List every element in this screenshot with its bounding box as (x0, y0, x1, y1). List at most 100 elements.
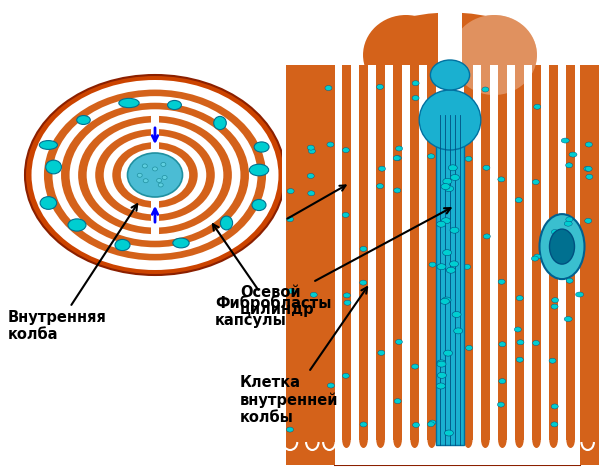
Text: Клетка
внутренней
колбы: Клетка внутренней колбы (240, 287, 367, 426)
Ellipse shape (431, 60, 470, 90)
Ellipse shape (498, 432, 507, 448)
Ellipse shape (377, 85, 383, 89)
Ellipse shape (442, 297, 451, 303)
FancyBboxPatch shape (335, 70, 580, 465)
Ellipse shape (450, 174, 459, 180)
Ellipse shape (412, 81, 419, 85)
Ellipse shape (516, 295, 524, 301)
Ellipse shape (437, 221, 446, 227)
Ellipse shape (531, 256, 539, 261)
Ellipse shape (453, 328, 462, 334)
Ellipse shape (429, 420, 436, 425)
Ellipse shape (168, 100, 181, 110)
Ellipse shape (533, 180, 539, 185)
Ellipse shape (394, 188, 401, 193)
Ellipse shape (44, 90, 266, 260)
Ellipse shape (343, 373, 349, 378)
Bar (394, 65, 402, 440)
Ellipse shape (46, 160, 62, 174)
Ellipse shape (214, 116, 226, 130)
Ellipse shape (583, 432, 592, 448)
Ellipse shape (483, 234, 491, 239)
Ellipse shape (586, 174, 593, 179)
Text: Осевой
цилиндр: Осевой цилиндр (240, 208, 450, 317)
Ellipse shape (567, 432, 575, 448)
Ellipse shape (69, 109, 240, 241)
Ellipse shape (443, 250, 452, 256)
Ellipse shape (285, 432, 295, 448)
Ellipse shape (308, 432, 317, 448)
Ellipse shape (517, 340, 524, 345)
Ellipse shape (465, 156, 472, 162)
Ellipse shape (452, 312, 461, 317)
Ellipse shape (377, 12, 524, 67)
Ellipse shape (143, 179, 148, 183)
Ellipse shape (78, 116, 232, 234)
Bar (580, 65, 599, 465)
Ellipse shape (585, 142, 592, 147)
Ellipse shape (569, 152, 577, 157)
Ellipse shape (465, 345, 473, 351)
Bar (151, 110, 159, 240)
Ellipse shape (563, 180, 599, 340)
Ellipse shape (378, 351, 385, 355)
Ellipse shape (498, 177, 505, 182)
Ellipse shape (427, 422, 434, 427)
Ellipse shape (161, 162, 166, 166)
Ellipse shape (61, 103, 249, 247)
Ellipse shape (119, 98, 139, 108)
Ellipse shape (444, 430, 453, 436)
Ellipse shape (77, 115, 90, 124)
Ellipse shape (128, 153, 183, 197)
Ellipse shape (137, 173, 142, 177)
Ellipse shape (566, 217, 573, 222)
Bar (342, 65, 350, 440)
Ellipse shape (483, 165, 490, 170)
Ellipse shape (343, 293, 350, 298)
Bar (572, 65, 582, 465)
Ellipse shape (360, 280, 367, 285)
Ellipse shape (394, 432, 402, 448)
Bar (549, 65, 558, 440)
Ellipse shape (444, 186, 453, 191)
Ellipse shape (464, 265, 471, 269)
Ellipse shape (158, 183, 163, 187)
Ellipse shape (437, 360, 446, 366)
Ellipse shape (147, 169, 164, 181)
Ellipse shape (138, 162, 172, 188)
Ellipse shape (584, 166, 591, 171)
Ellipse shape (449, 261, 458, 267)
Bar (436, 110, 464, 445)
Bar (498, 65, 507, 440)
Bar (464, 65, 473, 440)
Ellipse shape (448, 165, 457, 171)
Ellipse shape (95, 129, 215, 221)
Ellipse shape (437, 383, 446, 389)
Ellipse shape (153, 167, 158, 171)
Ellipse shape (441, 183, 450, 190)
Ellipse shape (437, 361, 446, 367)
Ellipse shape (551, 422, 558, 427)
Ellipse shape (342, 212, 349, 218)
Bar (481, 65, 489, 440)
Ellipse shape (429, 262, 436, 267)
Ellipse shape (32, 80, 279, 270)
Ellipse shape (585, 166, 592, 171)
Ellipse shape (564, 221, 572, 226)
Ellipse shape (121, 149, 189, 201)
Ellipse shape (327, 142, 334, 147)
Ellipse shape (561, 138, 569, 143)
Ellipse shape (129, 155, 181, 195)
Ellipse shape (393, 156, 400, 161)
Ellipse shape (515, 327, 521, 332)
Ellipse shape (428, 432, 436, 448)
Ellipse shape (515, 198, 522, 202)
Ellipse shape (540, 214, 585, 279)
Ellipse shape (286, 427, 294, 432)
Ellipse shape (35, 83, 274, 267)
Ellipse shape (254, 142, 269, 152)
Ellipse shape (25, 75, 285, 275)
Ellipse shape (344, 300, 351, 305)
Ellipse shape (549, 432, 558, 448)
Ellipse shape (515, 432, 524, 448)
